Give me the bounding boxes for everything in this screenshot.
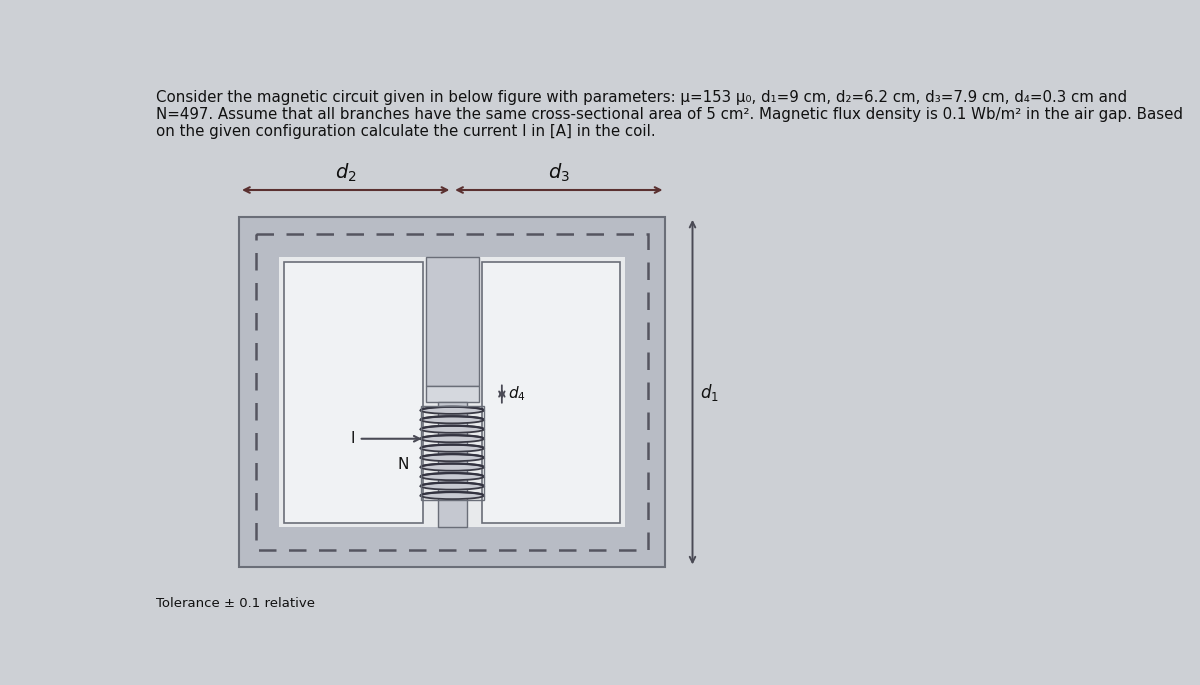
Text: N=497. Assume that all branches have the same cross-sectional area of 5 cm². Mag: N=497. Assume that all branches have the…	[156, 107, 1183, 122]
Text: $d_1$: $d_1$	[701, 382, 719, 403]
Bar	[426, 386, 479, 401]
Text: on the given configuration calculate the current I in [A] in the coil.: on the given configuration calculate the…	[156, 124, 656, 139]
Text: Consider the magnetic circuit given in below figure with parameters: μ=153 μ₀, d: Consider the magnetic circuit given in b…	[156, 90, 1127, 105]
Ellipse shape	[421, 473, 484, 480]
Text: N: N	[397, 457, 409, 472]
Ellipse shape	[421, 482, 484, 490]
Ellipse shape	[421, 416, 484, 423]
Text: $d_4$: $d_4$	[508, 385, 526, 403]
Text: $d_2$: $d_2$	[335, 162, 356, 184]
Ellipse shape	[421, 492, 484, 499]
Ellipse shape	[421, 445, 484, 452]
Bar	[481, 262, 620, 523]
Bar	[426, 257, 479, 386]
Ellipse shape	[421, 425, 484, 433]
Text: I: I	[350, 432, 355, 446]
Ellipse shape	[421, 407, 484, 414]
Ellipse shape	[421, 464, 484, 471]
Bar	[256, 234, 648, 550]
Text: Tolerance ± 0.1 relative: Tolerance ± 0.1 relative	[156, 597, 316, 610]
Text: $d_3$: $d_3$	[548, 162, 570, 184]
Bar	[280, 257, 625, 527]
Ellipse shape	[421, 435, 484, 443]
Bar	[421, 406, 484, 500]
Bar	[239, 217, 665, 567]
Bar	[284, 262, 422, 523]
Ellipse shape	[421, 454, 484, 461]
Bar	[438, 401, 467, 527]
